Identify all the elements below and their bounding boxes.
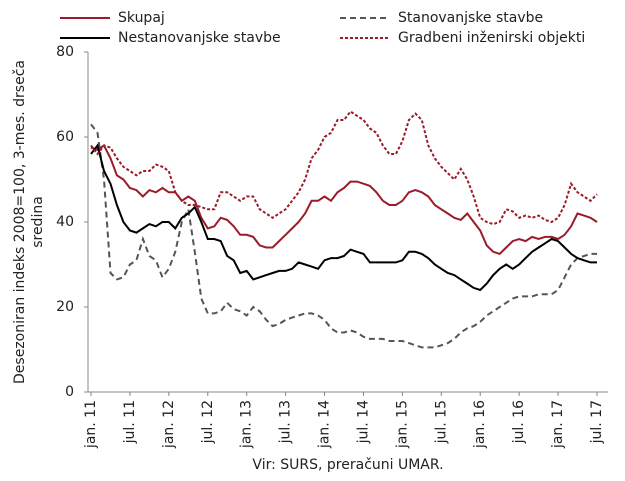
x-tick-label: jul. 14 [355, 400, 371, 444]
x-tick-label: jan. 11 [83, 400, 99, 449]
legend-label: Gradbeni inženirski objekti [398, 30, 585, 46]
y-tick-label: 60 [56, 129, 74, 145]
series-line [90, 143, 597, 292]
y-axis-label: Desezoniran indeks 2008=100, 3-mes. drse… [12, 60, 28, 384]
x-tick-label: jan. 16 [472, 400, 488, 449]
legend-label: Skupaj [118, 10, 165, 26]
y-tick-label: 80 [56, 44, 74, 60]
x-tick-label: jul. 16 [511, 400, 527, 444]
series-line [90, 123, 597, 349]
y-axis-label: sredina [30, 196, 46, 248]
y-tick-label: 0 [65, 384, 74, 400]
x-tick-label: jan. 13 [239, 400, 255, 449]
legend-label: Nestanovanjske stavbe [118, 30, 281, 46]
x-tick-label: jul. 15 [433, 400, 449, 444]
legend-label: Stanovanjske stavbe [398, 10, 543, 26]
series-line [90, 110, 598, 226]
y-tick-label: 40 [56, 214, 74, 230]
x-tick-label: jul. 11 [122, 400, 138, 444]
x-tick-label: jan. 12 [161, 400, 177, 449]
series-line [90, 144, 598, 256]
source-note: Vir: SURS, preračuni UMAR. [252, 457, 443, 473]
x-tick-label: jul. 17 [589, 400, 605, 444]
x-tick-label: jul. 13 [278, 400, 294, 444]
x-tick-label: jan. 15 [394, 400, 410, 449]
x-tick-label: jul. 12 [200, 400, 216, 444]
x-tick-label: jan. 14 [317, 400, 333, 449]
y-tick-label: 20 [56, 299, 74, 315]
x-tick-label: jan. 17 [550, 400, 566, 449]
